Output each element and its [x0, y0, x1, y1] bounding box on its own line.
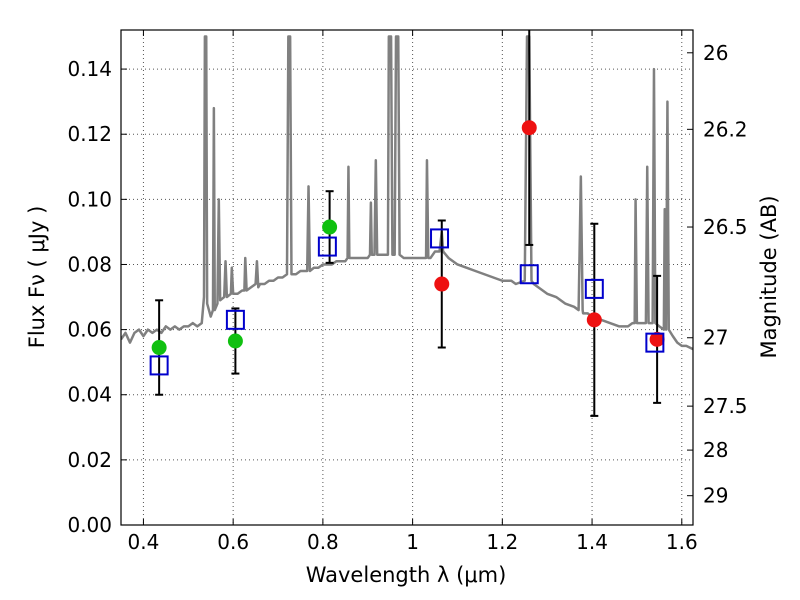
x-tick-label: 1.2 — [486, 530, 518, 554]
y-tick-label: 0.14 — [67, 57, 112, 81]
y-tick-label: 0.04 — [67, 383, 112, 407]
y2-tick-label: 27 — [703, 326, 728, 350]
y-tick-label: 0.00 — [67, 513, 112, 537]
errorbar-layer — [155, 30, 662, 417]
y2-tick-label: 27.5 — [703, 394, 748, 418]
y2-tick-label: 26.5 — [703, 215, 748, 239]
model-flux-square — [225, 309, 245, 330]
plot-frame-layer — [120, 29, 694, 526]
red-photometry-point — [649, 331, 665, 347]
y-tick-label: 0.12 — [67, 122, 112, 146]
x-axis-title: Wavelength λ (μm) — [306, 563, 507, 587]
green-photometry-point — [322, 219, 338, 235]
x-tick-label: 0.6 — [217, 530, 249, 554]
green-photometry-point — [151, 340, 167, 356]
y-tick-label: 0.06 — [67, 318, 112, 342]
y-tick-label: 0.08 — [67, 252, 112, 276]
y-axis-title: Flux Fν ( μJy ) — [25, 206, 49, 349]
x-tick-label: 1.6 — [666, 530, 698, 554]
plot-frame — [120, 29, 694, 526]
y-tick-label: 0.10 — [67, 187, 112, 211]
red-photometry-point — [586, 312, 602, 328]
y-tick-label: 0.02 — [67, 448, 112, 472]
x-tick-label: 1.4 — [576, 530, 608, 554]
model-flux-square — [519, 264, 539, 285]
x-tick-label: 0.8 — [307, 530, 339, 554]
model-flux-square — [149, 355, 169, 376]
y2-axis-title: Magnitude (AB) — [757, 195, 781, 358]
y2-tick-label: 29 — [703, 484, 728, 508]
model-spectrum-layer — [121, 35, 693, 351]
model-flux-square — [430, 228, 450, 249]
model-flux-square — [645, 332, 665, 353]
x-tick-label: 1 — [406, 530, 419, 554]
red-photometry-point — [434, 276, 450, 292]
y2-tick-label: 28 — [703, 438, 728, 462]
y2-tick-label: 26 — [703, 41, 728, 65]
y2-tick-label: 26.2 — [703, 117, 748, 141]
tick-layer: 0.4 0.6 0.8 1 1.2 1.4 1.6 0.00 0.02 0.04 0.06 0.08 0… — [67, 30, 748, 554]
model-flux-square — [317, 236, 337, 257]
model-spectrum-line — [121, 35, 693, 351]
marker-layer — [149, 120, 665, 376]
x-tick-label: 0.4 — [128, 530, 160, 554]
green-photometry-point — [227, 333, 243, 349]
red-photometry-point — [521, 120, 537, 136]
model-flux-square — [584, 278, 604, 299]
